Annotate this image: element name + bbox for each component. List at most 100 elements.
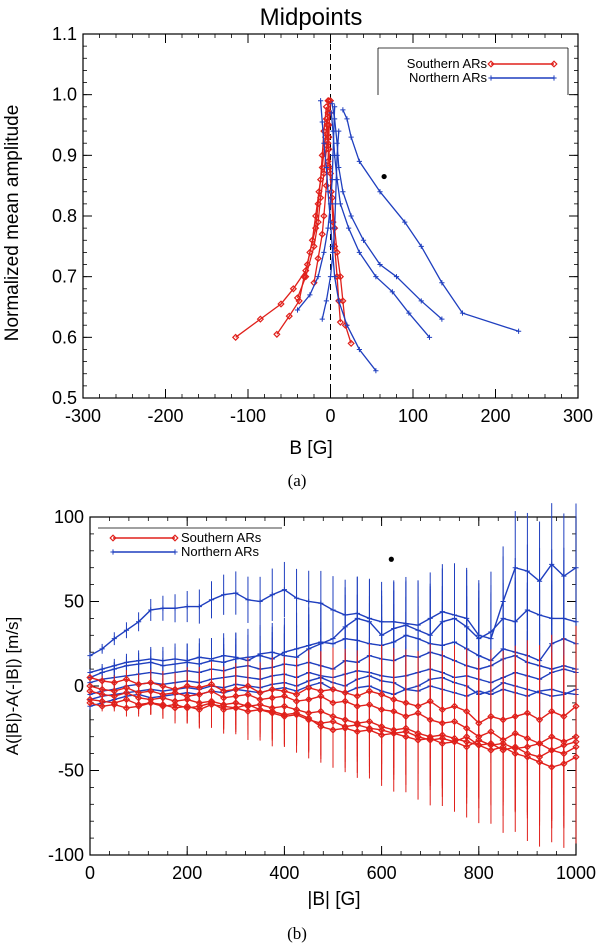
chart-a-series-line	[319, 100, 377, 372]
chart-a-data-point	[321, 249, 327, 255]
chart-b-x-tick-label: 600	[367, 863, 397, 883]
chart-a-x-tick-label: 0	[325, 406, 335, 426]
chart-b-data-point	[414, 736, 422, 744]
chart-a-data-point	[333, 273, 341, 281]
chart-b-data-point	[196, 603, 202, 610]
chart-a-data-point	[316, 194, 325, 202]
chart-a-data-point	[277, 300, 285, 308]
chart-b-data-point	[86, 687, 94, 695]
chart-a-data-point	[307, 292, 313, 298]
chart-a-x-tick-label: 100	[398, 406, 428, 426]
chart-a-data-point	[315, 188, 323, 196]
chart-b-data-point	[329, 726, 337, 734]
chart-b-x-tick-label: 200	[172, 863, 202, 883]
chart-a-data-point	[406, 310, 412, 316]
chart-a-data-point	[516, 328, 522, 334]
chart-a-data-point	[322, 115, 331, 123]
chart-b-data-point	[353, 727, 361, 736]
chart-b-data-point	[257, 598, 263, 605]
chart-a-data-point	[331, 128, 337, 134]
chart-a-x-tick-label: -100	[230, 406, 266, 426]
chart-a-data-point	[323, 298, 329, 304]
chart-b-data-point	[147, 699, 155, 707]
chart-b-data-point	[195, 706, 203, 714]
chart-a-data-point	[334, 152, 340, 158]
chart-a-data-point	[346, 225, 352, 231]
chart-b-data-point	[268, 707, 276, 715]
chart-a-data-point	[315, 274, 321, 280]
chart-a-data-point	[344, 116, 350, 122]
chart-b-y-tick-label: 100	[54, 507, 84, 527]
chart-b-data-point	[244, 700, 252, 709]
chart-a-y-tick-label: 1.1	[52, 24, 77, 44]
chart-b-y-tick-label: 50	[64, 592, 84, 612]
chart-b-data-point	[450, 738, 459, 746]
chart-b-data-point	[87, 652, 93, 659]
chart-b-data-point	[122, 704, 131, 712]
chart-a-data-point	[377, 189, 383, 195]
chart-a-data-point	[329, 101, 335, 107]
chart-a-series-line	[342, 109, 519, 332]
chart-b-data-point	[511, 744, 519, 753]
chart-b-legend-label: Northern ARs	[181, 544, 260, 559]
chart-a-title: Midpoints	[260, 4, 363, 31]
chart-a-y-tick-label: 0.5	[52, 388, 77, 408]
chart-a-xlabel: B [G]	[289, 438, 332, 459]
chart-a-data-point	[326, 163, 334, 172]
chart-b-data-point	[341, 724, 349, 732]
chart-a-x-tick-label: 300	[563, 406, 593, 426]
chart-b-data-point	[99, 646, 105, 652]
chart-a-legend-marker	[488, 75, 494, 81]
chart-b-data-point	[535, 739, 544, 748]
chart-b-data-point	[110, 700, 118, 709]
chart-a-y-tick-label: 0.9	[52, 145, 77, 165]
chart-b-legend-label: Southern ARs	[181, 530, 262, 545]
chart-b-data-point	[233, 590, 239, 596]
chart-a-data-point	[320, 169, 328, 178]
chart-b-data-point	[208, 597, 215, 603]
chart-a-data-point	[324, 139, 332, 147]
chart-b-data-point	[220, 702, 228, 710]
chart-a-series-line	[296, 106, 336, 311]
chart-b-data-point	[148, 607, 154, 613]
chart-b-data-point	[293, 595, 300, 601]
chart-a-legend-label: Northern ARs	[409, 70, 488, 85]
chart-a-data-point	[314, 254, 322, 263]
chart-b-data-point	[292, 709, 301, 717]
chart-a-data-point	[289, 285, 298, 293]
chart-b-x-tick-label: 0	[85, 863, 95, 883]
chart-a-data-point	[312, 212, 320, 220]
chart-a-annotation-dot	[381, 173, 387, 180]
chart-a-data-point	[335, 297, 343, 305]
chart-b-x-tick-label: 400	[269, 863, 299, 883]
chart-a-series-line	[276, 100, 330, 335]
chart-b-data-point	[438, 739, 446, 748]
chart-a-data-point	[360, 237, 367, 243]
chart-a-data-point	[325, 189, 331, 195]
chart-a-data-point	[418, 243, 424, 249]
chart-a-data-point	[336, 298, 342, 304]
chart-a-data-point	[347, 339, 355, 348]
chart-a-data-point	[332, 104, 338, 110]
panel-b-difference: 0 200 400 600 800 1000 -100 -50 0 50 100 Southern …	[3, 503, 596, 943]
chart-a-data-point	[337, 201, 343, 207]
chart-a-data-point	[459, 310, 466, 316]
chart-a-series	[231, 34, 522, 398]
chart-b-data-point	[134, 702, 143, 710]
chart-a-data-point	[318, 230, 326, 238]
chart-a-data-point	[328, 110, 334, 116]
chart-b-data-point	[86, 699, 94, 707]
chart-a-data-point	[344, 322, 350, 328]
chart-a-data-point	[273, 330, 281, 338]
chart-b-data-point	[111, 636, 117, 642]
chart-a-data-point	[320, 212, 328, 220]
chart-b-data-point	[98, 677, 106, 685]
chart-a-series-line	[330, 112, 430, 338]
chart-b-data-point	[305, 714, 313, 722]
chart-a-data-point	[402, 219, 408, 225]
chart-a-data-point	[348, 134, 354, 140]
chart-b-data-point	[171, 704, 179, 712]
chart-b-legend-marker	[172, 549, 178, 555]
